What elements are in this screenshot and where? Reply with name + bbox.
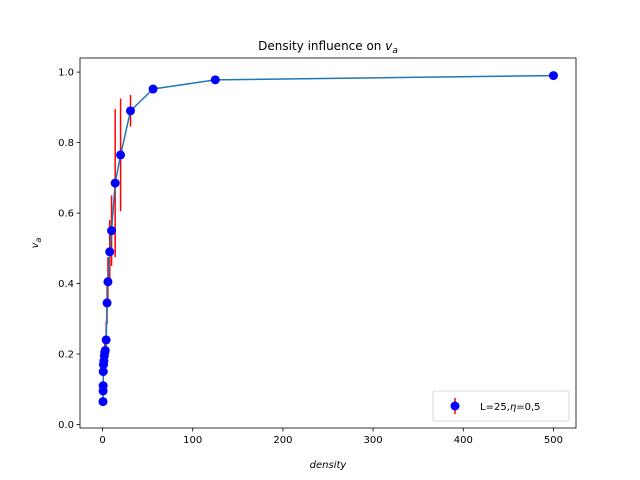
axes-frame bbox=[79, 57, 577, 429]
data-points bbox=[98, 71, 558, 407]
data-point bbox=[101, 335, 111, 345]
legend: L=25,η=0,5 bbox=[432, 390, 570, 422]
x-tick-label: 300 bbox=[364, 435, 383, 446]
data-point bbox=[110, 178, 120, 188]
data-point bbox=[98, 367, 108, 377]
x-axis-ticks: 0 100 200 300 400 500 bbox=[99, 428, 563, 446]
data-point bbox=[105, 247, 115, 257]
data-point bbox=[102, 298, 112, 308]
y-tick-label: 0.6 bbox=[58, 209, 74, 220]
legend-box bbox=[432, 390, 570, 422]
data-point bbox=[98, 397, 108, 407]
x-tick-label: 200 bbox=[273, 435, 292, 446]
data-point bbox=[548, 71, 558, 81]
data-point bbox=[107, 226, 117, 236]
x-tick-label: 500 bbox=[544, 435, 563, 446]
data-point bbox=[103, 277, 113, 287]
y-tick-label: 0.2 bbox=[58, 350, 74, 361]
y-tick-label: 0.8 bbox=[58, 138, 74, 149]
y-tick-label: 1.0 bbox=[58, 68, 74, 79]
y-axis-ticks: 0.0 0.2 0.4 0.6 0.8 1.0 bbox=[58, 68, 80, 431]
data-point bbox=[116, 150, 126, 160]
data-point bbox=[126, 106, 136, 116]
x-tick-label: 0 bbox=[99, 435, 105, 446]
x-tick-label: 100 bbox=[183, 435, 202, 446]
x-axis-label: density bbox=[310, 460, 348, 471]
svg-text:va: va bbox=[30, 237, 43, 248]
data-point bbox=[98, 381, 108, 391]
y-tick-label: 0.0 bbox=[58, 420, 74, 431]
y-tick-label: 0.4 bbox=[58, 279, 74, 290]
y-axis-label: va bbox=[30, 237, 43, 248]
data-point bbox=[210, 75, 220, 85]
legend-marker bbox=[450, 401, 460, 411]
x-tick-label: 400 bbox=[454, 435, 473, 446]
chart-title: Density influence on va bbox=[258, 39, 398, 56]
data-point bbox=[100, 345, 110, 355]
legend-label: L=25,η=0,5 bbox=[480, 402, 541, 413]
data-point bbox=[148, 84, 158, 94]
plot-area bbox=[80, 58, 576, 428]
